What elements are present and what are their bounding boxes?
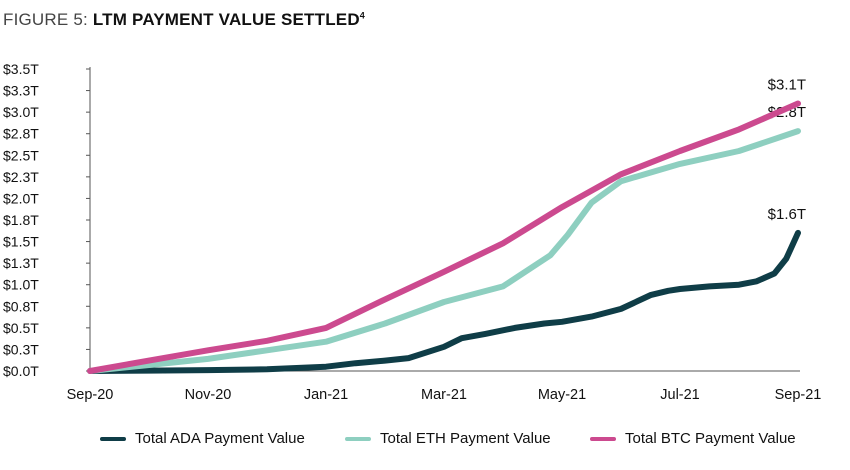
series-line-3 <box>87 100 801 374</box>
figure-footnote: 4 <box>359 10 366 21</box>
x-tick-label: Jul-21 <box>660 387 700 403</box>
x-tick-label: Sep-21 <box>775 387 822 403</box>
y-tick-label: $0.8T <box>3 298 39 314</box>
legend-label: Total ADA Payment Value <box>135 430 305 447</box>
series-line-1 <box>87 229 801 374</box>
legend-swatch <box>345 436 371 441</box>
y-tick-label: $0.3T <box>3 341 39 357</box>
legend-label: Total BTC Payment Value <box>625 430 796 447</box>
series-end-label-1: $1.6T <box>768 206 806 223</box>
x-tick-label: Sep-20 <box>67 387 114 403</box>
figure-title: FIGURE 5: LTM PAYMENT VALUE SETTLED4 <box>3 10 365 30</box>
chart-legend: Total ADA Payment Value Total ETH Payment… <box>0 430 850 454</box>
y-tick-label: $0.0T <box>3 363 39 379</box>
series-line-2 <box>87 128 801 374</box>
y-tick-label: $1.3T <box>3 255 39 271</box>
legend-swatch <box>100 436 126 441</box>
series-end-label-2: $2.8T <box>768 104 806 121</box>
legend-item: Total BTC Payment Value <box>590 430 796 447</box>
y-tick-label: $2.3T <box>3 169 39 185</box>
y-tick-label: $0.5T <box>3 320 39 336</box>
x-tick-label: Jan-21 <box>304 387 348 403</box>
y-tick-label: $2.8T <box>3 126 39 142</box>
legend-item: Total ADA Payment Value <box>100 430 305 447</box>
x-tick-label: Mar-21 <box>421 387 467 403</box>
legend-label: Total ETH Payment Value <box>380 430 551 447</box>
y-tick-label: $3.3T <box>3 83 39 99</box>
series-end-label-3: $3.1T <box>768 77 806 94</box>
legend-item: Total ETH Payment Value <box>345 430 551 447</box>
figure-label: FIGURE 5: <box>3 10 93 29</box>
y-tick-label: $1.5T <box>3 234 39 250</box>
y-tick-label: $3.0T <box>3 104 39 120</box>
y-tick-label: $2.5T <box>3 147 39 163</box>
line-chart: $0.0T $0.3T $0.5T $0.8T $1.0T $1.3T $1.5T $1.8T… <box>3 61 822 403</box>
x-tick-label: Nov-20 <box>185 387 232 403</box>
x-tick-label: May-21 <box>538 387 586 403</box>
figure-title-text: LTM PAYMENT VALUE SETTLED <box>92 10 360 29</box>
y-tick-label: $1.0T <box>3 277 39 293</box>
y-tick-label: $2.0T <box>3 190 39 206</box>
y-tick-label: $1.8T <box>3 212 39 228</box>
legend-swatch <box>590 436 616 441</box>
y-tick-label: $3.5T <box>3 61 39 77</box>
